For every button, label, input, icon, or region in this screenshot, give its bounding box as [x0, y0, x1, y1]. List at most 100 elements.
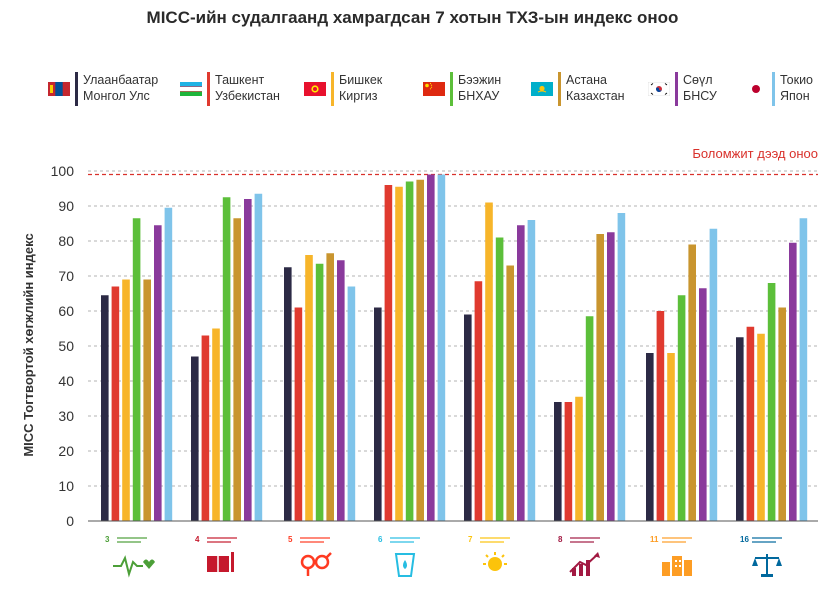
- bar: [736, 337, 744, 521]
- chart-title: MICC-ийн судалгаанд хамрагдсан 7 хотын Т…: [146, 8, 679, 27]
- bar: [699, 288, 707, 521]
- bar: [233, 218, 241, 521]
- legend-label: Ташкент Узбекистан: [215, 72, 280, 104]
- bar: [284, 267, 292, 521]
- bar: [799, 218, 808, 521]
- bar: [585, 316, 594, 521]
- bar: [464, 314, 472, 521]
- legend-color-swatch: [207, 72, 210, 106]
- legend-country: Япон: [780, 89, 810, 103]
- sdg-number: 8: [558, 535, 563, 544]
- bar: [222, 197, 231, 521]
- bar: [677, 295, 686, 521]
- y-tick-label: 30: [58, 408, 74, 424]
- legend-label: Бээжин БНХАУ: [458, 72, 501, 104]
- legend-country: Монгол Улс: [83, 89, 150, 103]
- mongolia-flag-icon: [48, 82, 70, 96]
- legend-country: Киргиз: [339, 89, 378, 103]
- korea-flag-icon: [647, 81, 671, 97]
- legend-color-swatch: [450, 72, 453, 106]
- uzbekistan-flag-icon: [180, 82, 202, 96]
- bar: [154, 225, 162, 521]
- legend-country: БНСУ: [683, 89, 717, 103]
- y-tick-label: 20: [58, 443, 74, 459]
- bar: [101, 295, 109, 521]
- bar: [527, 220, 536, 521]
- legend-color-swatch: [75, 72, 78, 106]
- bar: [337, 260, 345, 521]
- y-tick-label: 80: [58, 233, 74, 249]
- gender-equality-icon: 5: [286, 532, 342, 586]
- sdg-number: 3: [105, 535, 110, 544]
- bar: [305, 255, 313, 521]
- legend-label: Сөүл БНСУ: [683, 72, 717, 104]
- bar: [191, 356, 199, 521]
- justice-scale-icon: 16: [738, 532, 794, 586]
- china-flag-icon: [423, 82, 445, 96]
- sdg-number: 16: [740, 535, 749, 544]
- kazakhstan-flag-icon: [531, 82, 553, 96]
- bar: [143, 279, 151, 521]
- bar: [122, 279, 130, 521]
- bar: [111, 286, 120, 521]
- growth-chart-icon: 8: [556, 532, 612, 586]
- legend-label: Токио Япон: [780, 72, 813, 104]
- bar: [564, 402, 573, 521]
- bar: [212, 328, 220, 521]
- bar: [778, 307, 786, 521]
- sdg-number: 4: [195, 535, 200, 544]
- bar: [596, 234, 604, 521]
- legend-label: Улаанбаатар Монгол Улс: [83, 72, 158, 104]
- bar: [395, 186, 403, 521]
- bar: [709, 228, 718, 521]
- legend-city: Ташкент: [215, 73, 265, 87]
- bar: [294, 307, 303, 521]
- y-tick-label: 10: [58, 478, 74, 494]
- legend-city: Бишкек: [339, 73, 383, 87]
- bar: [427, 174, 435, 521]
- bar: [416, 179, 424, 521]
- bar: [789, 242, 797, 521]
- legend-city: Астана: [566, 73, 607, 87]
- bar: [132, 218, 141, 521]
- bar: [517, 225, 525, 521]
- bar: [485, 202, 493, 521]
- y-tick-label: 90: [58, 198, 74, 214]
- bar: [746, 326, 755, 521]
- bar: [405, 181, 414, 521]
- bar: [495, 237, 504, 521]
- y-tick-label: 40: [58, 373, 74, 389]
- legend-country: Узбекистан: [215, 89, 280, 103]
- bar: [554, 402, 562, 521]
- bar: [384, 185, 393, 521]
- bar: [667, 353, 675, 521]
- bar: [607, 232, 615, 521]
- y-tick-label: 70: [58, 268, 74, 284]
- sdg-number: 6: [378, 535, 383, 544]
- bar: [244, 199, 252, 521]
- sdg-number: 7: [468, 535, 473, 544]
- sdg-number: 5: [288, 535, 293, 544]
- bar: [474, 281, 483, 521]
- bar: [767, 283, 776, 521]
- bar: [201, 335, 210, 521]
- legend-color-swatch: [675, 72, 678, 106]
- y-tick-label: 50: [58, 338, 74, 354]
- sun-power-icon: 7: [466, 532, 522, 586]
- legend-label: Астана Казахстан: [566, 72, 625, 104]
- legend-country: Казахстан: [566, 89, 625, 103]
- y-tick-label: 0: [66, 513, 74, 529]
- bar: [254, 193, 263, 521]
- legend-city: Токио: [780, 73, 814, 87]
- bar: [575, 396, 583, 521]
- legend-color-swatch: [331, 72, 334, 106]
- sdg-number: 11: [650, 535, 659, 544]
- y-tick-label: 100: [51, 163, 75, 179]
- legend-color-swatch: [558, 72, 561, 106]
- bar: [646, 353, 654, 521]
- y-tick-label: 60: [58, 303, 74, 319]
- legend-label: Бишкек Киргиз: [339, 72, 382, 104]
- legend-city: Сөүл: [683, 73, 713, 87]
- bar: [437, 174, 446, 521]
